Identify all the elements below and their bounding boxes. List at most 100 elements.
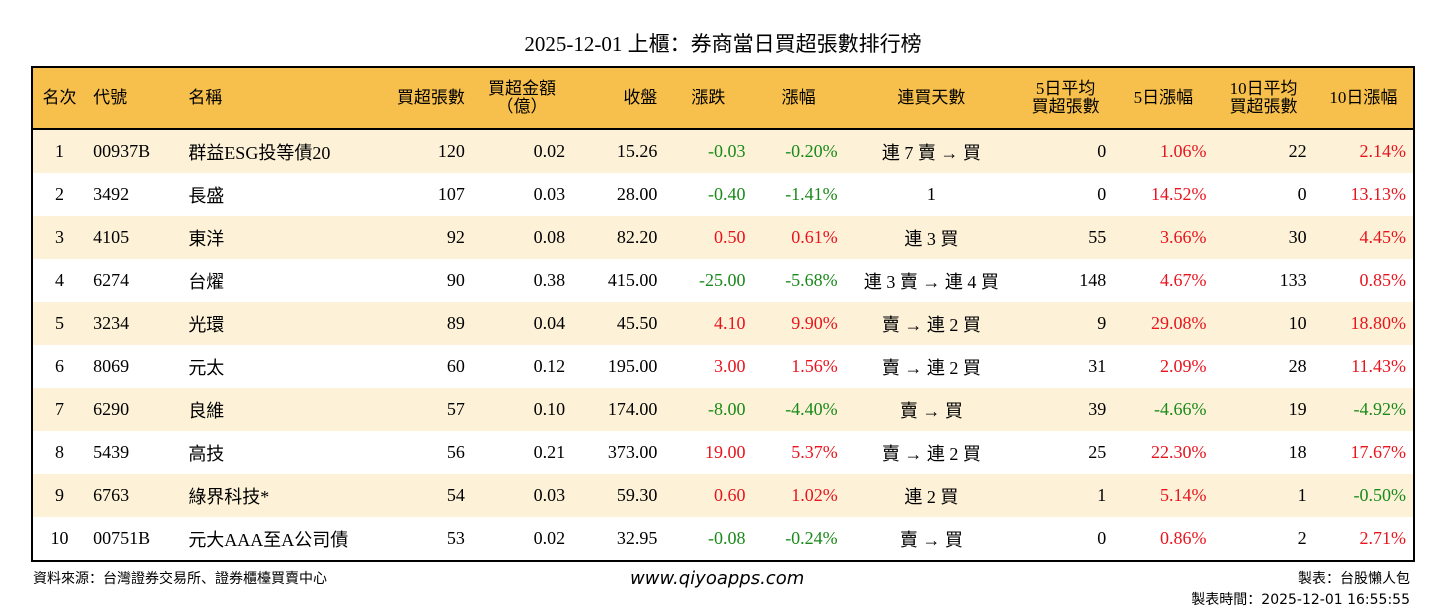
cell-avg10-lots: 28 bbox=[1213, 345, 1314, 388]
cell-close: 45.50 bbox=[572, 302, 665, 345]
cell-pct5: 29.08% bbox=[1113, 302, 1214, 345]
cell-pct10: 2.14% bbox=[1313, 129, 1414, 173]
cell-change: 4.10 bbox=[664, 302, 753, 345]
cell-change-pct: -0.24% bbox=[752, 517, 845, 561]
cell-name: 群益ESG投等債20 bbox=[181, 129, 372, 173]
cell-change: -0.03 bbox=[664, 129, 753, 173]
table-row: 9 6763 綠界科技* 54 0.03 59.30 0.60 1.02% 連 2 買 1 5.14… bbox=[32, 474, 1414, 517]
cell-change: -25.00 bbox=[664, 259, 753, 302]
header-streak: 連買天數 bbox=[844, 67, 1019, 130]
cell-net-buy-lots: 60 bbox=[371, 345, 472, 388]
header-pct10: 10日漲幅 bbox=[1313, 67, 1414, 130]
cell-change: 0.60 bbox=[664, 474, 753, 517]
cell-name: 元大AAA至A公司債 bbox=[181, 517, 372, 561]
cell-code: 00937B bbox=[86, 129, 182, 173]
cell-change: -0.08 bbox=[664, 517, 753, 561]
header-code: 代號 bbox=[86, 67, 182, 130]
cell-pct5: 5.14% bbox=[1113, 474, 1214, 517]
cell-avg5-lots: 148 bbox=[1018, 259, 1114, 302]
cell-streak: 賣 → 連 2 買 bbox=[844, 302, 1019, 345]
cell-streak: 1 bbox=[844, 173, 1019, 216]
website-link[interactable]: www.qiyoapps.com bbox=[630, 568, 805, 589]
header-pct5: 5日漲幅 bbox=[1113, 67, 1214, 130]
cell-net-buy-lots: 89 bbox=[371, 302, 472, 345]
cell-change-pct: -1.41% bbox=[752, 173, 845, 216]
header-close: 收盤 bbox=[572, 67, 665, 130]
cell-close: 82.20 bbox=[572, 216, 665, 259]
cell-close: 195.00 bbox=[572, 345, 665, 388]
generated-time: 製表時間：2025-12-01 16:55:55 bbox=[1191, 592, 1410, 608]
cell-name: 高技 bbox=[181, 431, 372, 474]
cell-net-buy-amount: 0.03 bbox=[471, 474, 573, 517]
cell-name: 東洋 bbox=[181, 216, 372, 259]
table-row: 5 3234 光環 89 0.04 45.50 4.10 9.90% 賣 → 連 2 買 9 29.… bbox=[32, 302, 1414, 345]
cell-code: 4105 bbox=[86, 216, 182, 259]
cell-streak: 連 3 買 bbox=[844, 216, 1019, 259]
cell-pct5: 3.66% bbox=[1113, 216, 1214, 259]
cell-pct10: 0.85% bbox=[1313, 259, 1414, 302]
cell-rank: 2 bbox=[32, 173, 87, 216]
cell-code: 5439 bbox=[86, 431, 182, 474]
cell-close: 32.95 bbox=[572, 517, 665, 561]
cell-streak: 賣 → 買 bbox=[844, 517, 1019, 561]
cell-rank: 1 bbox=[32, 129, 87, 173]
cell-net-buy-amount: 0.02 bbox=[471, 129, 573, 173]
header-change: 漲跌 bbox=[664, 67, 753, 130]
cell-net-buy-lots: 57 bbox=[371, 388, 472, 431]
cell-pct10: 11.43% bbox=[1313, 345, 1414, 388]
cell-pct10: -0.50% bbox=[1313, 474, 1414, 517]
table-row: 4 6274 台燿 90 0.38 415.00 -25.00 -5.68% 連 3 賣 → 連… bbox=[32, 259, 1414, 302]
cell-pct5: 4.67% bbox=[1113, 259, 1214, 302]
cell-avg10-lots: 0 bbox=[1213, 173, 1314, 216]
cell-pct5: 22.30% bbox=[1113, 431, 1214, 474]
table-row: 8 5439 高技 56 0.21 373.00 19.00 5.37% 賣 → 連 2 買 25… bbox=[32, 431, 1414, 474]
cell-change-pct: -5.68% bbox=[752, 259, 845, 302]
maker-label: 製表：台股懶人包 bbox=[1298, 571, 1410, 587]
cell-avg10-lots: 30 bbox=[1213, 216, 1314, 259]
cell-name: 良維 bbox=[181, 388, 372, 431]
cell-rank: 6 bbox=[32, 345, 87, 388]
cell-avg10-lots: 19 bbox=[1213, 388, 1314, 431]
cell-avg5-lots: 1 bbox=[1018, 474, 1114, 517]
cell-avg10-lots: 1 bbox=[1213, 474, 1314, 517]
cell-net-buy-lots: 120 bbox=[371, 129, 472, 173]
cell-avg10-lots: 18 bbox=[1213, 431, 1314, 474]
cell-avg10-lots: 22 bbox=[1213, 129, 1314, 173]
cell-pct10: 4.45% bbox=[1313, 216, 1414, 259]
cell-rank: 8 bbox=[32, 431, 87, 474]
table-row: 7 6290 良維 57 0.10 174.00 -8.00 -4.40% 賣 → 買 39 -4.… bbox=[32, 388, 1414, 431]
cell-rank: 10 bbox=[32, 517, 87, 561]
cell-change: -0.40 bbox=[664, 173, 753, 216]
cell-close: 415.00 bbox=[572, 259, 665, 302]
cell-close: 15.26 bbox=[572, 129, 665, 173]
cell-rank: 4 bbox=[32, 259, 87, 302]
cell-net-buy-amount: 0.03 bbox=[471, 173, 573, 216]
cell-close: 28.00 bbox=[572, 173, 665, 216]
table-row: 2 3492 長盛 107 0.03 28.00 -0.40 -1.41% 1 0 14.52% 0 1… bbox=[32, 173, 1414, 216]
table-row: 3 4105 東洋 92 0.08 82.20 0.50 0.61% 連 3 買 55 3.66% 3… bbox=[32, 216, 1414, 259]
header-avg10-lots: 10日平均 買超張數 bbox=[1213, 67, 1314, 130]
cell-code: 8069 bbox=[86, 345, 182, 388]
cell-change-pct: 5.37% bbox=[752, 431, 845, 474]
cell-streak: 賣 → 買 bbox=[844, 388, 1019, 431]
cell-change-pct: 9.90% bbox=[752, 302, 845, 345]
cell-streak: 連 7 賣 → 買 bbox=[844, 129, 1019, 173]
cell-net-buy-amount: 0.04 bbox=[471, 302, 573, 345]
cell-avg5-lots: 39 bbox=[1018, 388, 1114, 431]
cell-pct5: -4.66% bbox=[1113, 388, 1214, 431]
cell-streak: 賣 → 連 2 買 bbox=[844, 345, 1019, 388]
cell-rank: 5 bbox=[32, 302, 87, 345]
cell-change-pct: 1.56% bbox=[752, 345, 845, 388]
cell-change-pct: 1.02% bbox=[752, 474, 845, 517]
cell-streak: 連 3 賣 → 連 4 買 bbox=[844, 259, 1019, 302]
cell-streak: 連 2 買 bbox=[844, 474, 1019, 517]
page-title: 2025-12-01 上櫃：券商當日買超張數排行榜 bbox=[524, 32, 922, 56]
data-source: 資料來源：台灣證券交易所、證券櫃檯買賣中心 bbox=[33, 571, 327, 587]
cell-avg5-lots: 0 bbox=[1018, 129, 1114, 173]
cell-avg5-lots: 0 bbox=[1018, 517, 1114, 561]
cell-net-buy-lots: 54 bbox=[371, 474, 472, 517]
cell-code: 6274 bbox=[86, 259, 182, 302]
cell-net-buy-amount: 0.10 bbox=[471, 388, 573, 431]
cell-rank: 7 bbox=[32, 388, 87, 431]
header-net-buy-lots: 買超張數 bbox=[371, 67, 472, 130]
